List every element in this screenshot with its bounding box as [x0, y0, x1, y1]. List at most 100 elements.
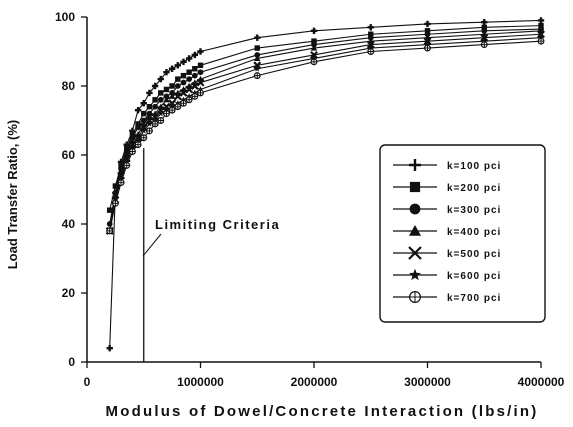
data-point — [135, 124, 141, 131]
data-point — [157, 75, 164, 83]
data-point — [180, 79, 187, 86]
data-point-cross — [481, 41, 488, 48]
legend-label: k=200 pci — [447, 183, 501, 194]
data-point — [311, 38, 317, 44]
data-point — [118, 162, 124, 169]
data-point — [140, 127, 147, 134]
data-point — [146, 110, 153, 117]
data-point-cross — [197, 90, 204, 96]
legend-label: k=500 pci — [447, 249, 501, 260]
data-point — [163, 96, 170, 103]
legend-label: k=300 pci — [447, 205, 501, 216]
legend-marker — [409, 181, 421, 193]
data-point-cross — [169, 107, 176, 114]
data-point-cross — [538, 38, 544, 45]
legend-marker — [409, 159, 421, 171]
data-point — [158, 90, 164, 96]
data-point — [106, 345, 113, 352]
data-point — [310, 50, 318, 59]
limiting-criteria-pointer — [142, 233, 162, 257]
data-point — [180, 72, 187, 79]
y-tick-label: 80 — [62, 79, 76, 93]
data-point-cross — [135, 141, 141, 148]
data-point — [481, 37, 488, 44]
data-point — [134, 106, 142, 114]
data-point — [254, 65, 261, 72]
data-point — [174, 83, 181, 89]
data-point — [191, 89, 199, 96]
x-axis-label: Modulus of Dowel/Concrete Interaction (l… — [106, 403, 539, 420]
data-point — [163, 69, 170, 76]
data-point-cross — [146, 127, 153, 134]
y-tick-label: 60 — [62, 148, 76, 162]
data-point-cross — [118, 179, 124, 186]
data-point — [366, 40, 375, 49]
legend-entry: k=400 pci — [393, 225, 501, 238]
data-point — [152, 97, 158, 103]
data-point — [169, 83, 175, 89]
data-point-cross — [106, 228, 113, 234]
x-tick-label: 2000000 — [291, 375, 338, 389]
axes: 0 20 40 60 80 100 0 1000000 2000000 3000000 400000… — [55, 10, 565, 389]
legend-entry: k=300 pci — [393, 203, 501, 216]
data-point-cross — [174, 103, 181, 110]
data-point — [481, 27, 488, 34]
data-point — [481, 24, 487, 31]
data-point — [146, 89, 153, 97]
legend-entry: k=200 pci — [393, 181, 501, 194]
data-point — [129, 131, 136, 138]
data-point — [537, 34, 545, 41]
data-point-cross — [157, 117, 164, 124]
data-point — [168, 93, 176, 99]
data-point — [367, 24, 374, 31]
data-point — [151, 82, 159, 90]
legend-label: k=100 pci — [447, 161, 501, 172]
legend-entry: k=600 pci — [393, 268, 500, 282]
data-point — [191, 51, 199, 59]
data-point-cross — [163, 110, 170, 117]
data-point — [254, 55, 261, 61]
legend-entry: k=700 pci — [393, 291, 500, 304]
data-point — [197, 48, 204, 55]
data-point — [123, 158, 130, 165]
data-point — [311, 41, 317, 48]
data-point — [173, 92, 182, 101]
legend: k=100 pci k=200 pci k=300 pci k=400 pci k=50… — [379, 144, 546, 323]
legend-marker-cross — [409, 291, 421, 303]
data-point — [197, 86, 204, 93]
y-tick-label: 0 — [68, 355, 75, 369]
data-point — [151, 117, 159, 124]
data-point — [174, 99, 181, 106]
data-point-cross — [180, 100, 187, 107]
data-point — [423, 37, 432, 46]
data-point — [112, 196, 119, 203]
data-point — [254, 34, 261, 41]
data-point — [106, 207, 113, 213]
y-tick-label: 100 — [55, 10, 75, 24]
data-point — [424, 31, 431, 38]
data-point — [254, 52, 261, 58]
data-point-cross — [152, 121, 158, 127]
data-point-cross — [123, 162, 130, 169]
legend-entry: k=100 pci — [393, 159, 501, 172]
data-point — [163, 93, 170, 100]
legend-label: k=400 pci — [447, 227, 501, 238]
series-7 — [106, 37, 545, 235]
data-point — [129, 144, 136, 151]
series-layer — [105, 17, 545, 352]
y-tick-label: 40 — [62, 217, 76, 231]
data-point — [157, 96, 164, 103]
data-point — [186, 69, 192, 75]
data-point — [117, 175, 125, 182]
legend-marker — [409, 225, 421, 236]
x-tick-label: 0 — [84, 375, 91, 389]
data-point — [163, 106, 170, 113]
data-point — [140, 100, 147, 107]
data-point — [128, 140, 137, 149]
legend-marker — [409, 203, 421, 215]
data-point-cross — [367, 48, 374, 55]
data-point — [168, 65, 176, 72]
data-point — [537, 30, 545, 39]
data-point — [254, 45, 260, 51]
legend-box — [379, 144, 546, 323]
